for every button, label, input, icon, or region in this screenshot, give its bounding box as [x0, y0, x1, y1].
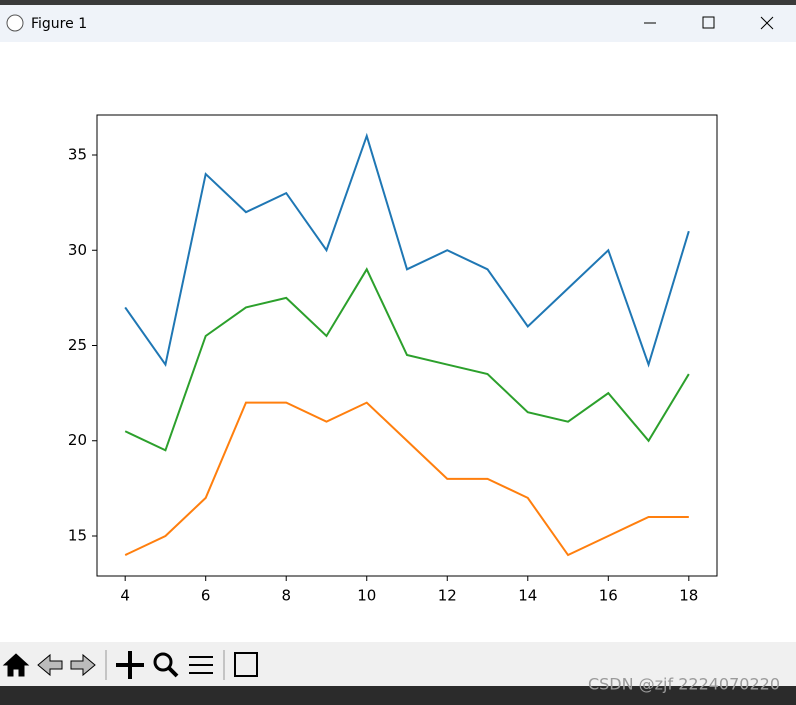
home-button[interactable] — [2, 653, 30, 677]
plot-area: 15 20 25 30 35 4 6 8 10 12 14 16 18 — [68, 114, 718, 605]
x-tick-label: 14 — [518, 587, 537, 605]
top-strip — [0, 0, 796, 5]
watermark: CSDN @zjf 2224070220 — [588, 675, 780, 694]
save-button[interactable] — [234, 652, 258, 677]
configure-button[interactable] — [189, 656, 213, 674]
toolbar-icons — [2, 650, 258, 680]
x-tick-label: 18 — [679, 587, 698, 605]
zoom-handle — [167, 666, 179, 678]
y-tick-label: 35 — [68, 146, 87, 164]
x-tick-label: 16 — [599, 587, 618, 605]
bottom-strip — [0, 686, 796, 705]
x-tick-label: 10 — [357, 587, 376, 605]
y-tick-label: 30 — [68, 241, 87, 259]
forward-button[interactable] — [70, 653, 96, 677]
axes-frame — [96, 114, 718, 577]
window-title: Figure 1 — [31, 16, 87, 32]
y-tick-label: 20 — [68, 431, 87, 449]
close-button[interactable] — [760, 16, 774, 30]
x-tick-label: 12 — [438, 587, 457, 605]
y-tick-label: 15 — [68, 526, 87, 544]
series-line — [124, 401, 689, 557]
x-tick-label: 6 — [201, 587, 211, 605]
y-tick-label: 25 — [68, 336, 87, 354]
x-tick-label: 8 — [281, 587, 291, 605]
app-icon — [6, 14, 24, 32]
zoom-button[interactable] — [153, 652, 173, 672]
back-button[interactable] — [37, 653, 63, 677]
maximize-button[interactable] — [702, 16, 715, 29]
x-tick-label: 4 — [120, 587, 130, 605]
series-line — [124, 132, 690, 368]
series-line — [124, 267, 690, 452]
pan-button[interactable] — [116, 651, 144, 679]
title-bar — [0, 0, 796, 42]
